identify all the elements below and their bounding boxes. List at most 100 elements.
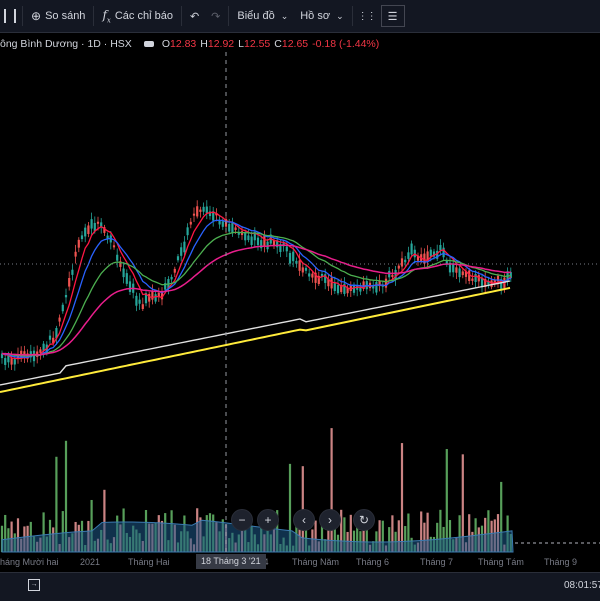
candle-body — [39, 349, 42, 353]
candle-body — [122, 268, 125, 278]
indicators-label: Các chỉ báo — [114, 10, 173, 22]
candle-body — [7, 354, 10, 363]
candle-body — [285, 246, 288, 252]
volume-bar — [349, 514, 352, 552]
candles-icon — [4, 9, 16, 23]
toolbar-divider — [228, 6, 230, 26]
candle-body — [87, 225, 90, 234]
redo-icon: ↷ — [211, 10, 221, 23]
candle-body — [212, 211, 215, 221]
top-toolbar: ⊕ So sánh fx Các chỉ báo ↶ ↷ Biểu đồ ⌄ H… — [0, 0, 600, 33]
candle-body — [308, 273, 311, 277]
candle-body — [208, 211, 212, 217]
profile-button[interactable]: Hồ sơ ⌄ — [294, 0, 349, 32]
candle-body — [80, 235, 84, 240]
volume-bar — [298, 518, 301, 552]
candle-body — [391, 274, 394, 278]
candle-body — [384, 278, 388, 288]
candle-body — [58, 317, 61, 322]
chart-layout-button[interactable]: Biểu đồ ⌄ — [231, 0, 294, 32]
bottom-toolbar: → 08:01:57 — [0, 572, 600, 601]
candle-body — [276, 241, 279, 248]
candle-body — [144, 293, 148, 304]
toolbar-divider — [180, 6, 182, 26]
open-value: 12.83 — [169, 38, 197, 50]
candle-body — [90, 219, 93, 229]
volume-bar — [407, 513, 410, 552]
compare-button[interactable]: ⊕ So sánh — [25, 0, 91, 32]
low-value: 12.55 — [243, 38, 271, 50]
change-value: -0.18 (-1.44%) — [312, 38, 380, 50]
candle-body — [61, 304, 64, 312]
candle-body — [96, 221, 100, 224]
high-value: 12.92 — [207, 38, 235, 50]
candle-body — [359, 286, 362, 292]
price-chart[interactable] — [0, 0, 600, 555]
candle-body — [474, 273, 477, 283]
scroll-right-button[interactable]: › — [319, 509, 341, 531]
candle-body — [343, 283, 346, 294]
volume-bar — [436, 522, 439, 552]
undo-button[interactable]: ↶ — [184, 0, 205, 32]
zoom-out-button[interactable]: − — [231, 509, 253, 531]
candle-body — [180, 247, 183, 256]
visibility-toggle[interactable] — [143, 41, 154, 47]
candle-body — [164, 283, 167, 290]
crosshair-time-label: 18 Tháng 3 '21 — [196, 554, 266, 569]
go-to-date-icon[interactable]: → — [28, 579, 40, 591]
more-button[interactable]: ⋮⋮ — [355, 0, 379, 32]
candle-body — [237, 231, 240, 235]
candle-body — [320, 273, 324, 278]
moving-averages — [0, 211, 512, 393]
candle-body — [509, 272, 512, 279]
time-axis-label: Tháng Tám — [478, 557, 524, 567]
candles — [0, 200, 512, 371]
volume-bar — [61, 511, 64, 552]
volume-bar — [445, 449, 448, 552]
candle-body — [32, 350, 36, 362]
candle-body — [186, 227, 189, 236]
zoom-in-button[interactable]: + — [257, 509, 279, 531]
candle-body — [196, 206, 199, 217]
candle-body — [173, 268, 176, 273]
candle-body — [279, 244, 282, 252]
chart-layout-label: Biểu đồ — [237, 10, 275, 22]
minus-icon: − — [238, 513, 246, 527]
candle-body — [263, 235, 266, 246]
indicators-button[interactable]: fx Các chỉ báo — [96, 0, 179, 32]
time-axis[interactable]: háng Mười hai 2021 Tháng Hai g 4 Tháng N… — [0, 554, 600, 570]
volume-bar — [327, 512, 330, 552]
time-axis-label: 2021 — [80, 557, 101, 567]
candle-body — [205, 206, 208, 214]
chart-type-button[interactable] — [0, 0, 20, 32]
volume-bar — [381, 520, 384, 552]
scroll-left-button[interactable]: ‹ — [293, 509, 315, 531]
reset-chart-button[interactable]: ↻ — [353, 509, 375, 531]
object-tree-button[interactable]: ☰ — [380, 5, 405, 27]
candle-body — [71, 269, 74, 275]
plus-icon: + — [264, 513, 272, 527]
candle-body — [397, 265, 400, 269]
low-label: L — [238, 38, 244, 50]
candle-body — [189, 221, 192, 225]
ma-red-line — [1, 211, 512, 360]
open-label: O — [161, 38, 170, 50]
list-icon: ☰ — [387, 10, 398, 23]
volume-bar — [391, 515, 394, 552]
candle-body — [228, 223, 231, 232]
chevron-right-icon: › — [328, 513, 332, 527]
candle-body — [64, 295, 68, 298]
ma-yellow-line — [0, 286, 511, 393]
redo-button[interactable]: ↷ — [205, 0, 226, 32]
candle-body — [500, 279, 503, 289]
volume-bar — [423, 522, 426, 552]
candle-body — [400, 258, 404, 267]
candle-body — [461, 271, 464, 276]
candle-body — [464, 271, 468, 277]
candle-body — [404, 259, 407, 263]
volume-bar — [90, 499, 93, 552]
candle-body — [423, 253, 426, 264]
reset-icon: ↻ — [358, 513, 370, 527]
candle-body — [311, 273, 314, 278]
volume-bar — [320, 521, 324, 552]
